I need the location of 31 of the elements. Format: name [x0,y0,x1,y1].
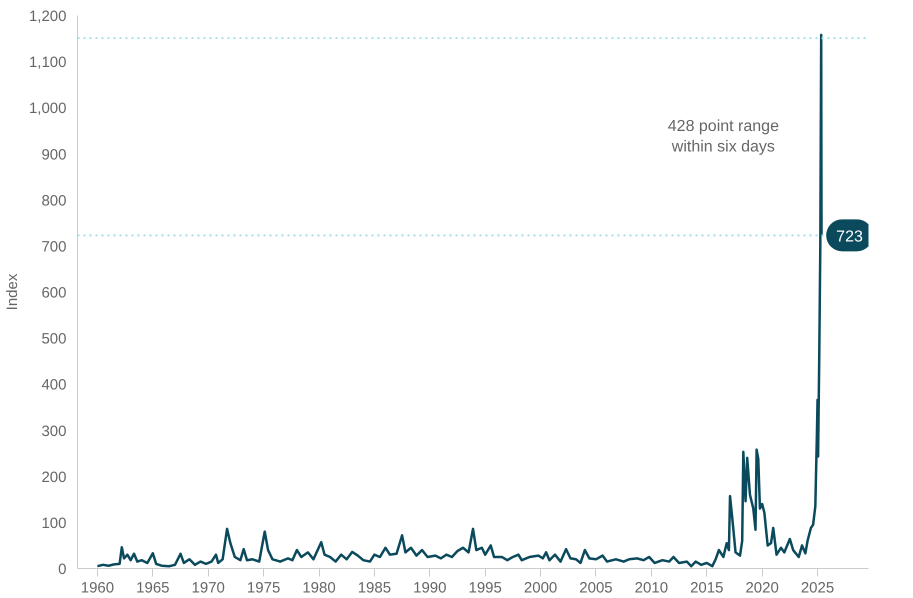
x-tick-label: 1980 [302,580,336,596]
line-series [96,34,823,568]
x-tick-label: 1970 [192,580,225,596]
x-tick-label: 1985 [358,580,392,596]
x-tick-label: 2005 [579,580,613,596]
y-tick-label: 500 [41,330,67,348]
y-axis-title: Index [4,273,21,310]
y-tick-label: 400 [41,376,67,394]
x-tick-label: 2010 [634,580,668,596]
y-tick-label: 300 [41,422,67,440]
y-tick-label: 1,200 [28,8,67,25]
annotation: 723 [836,228,863,246]
x-tick-label: 1995 [468,580,502,596]
y-tick-label: 900 [41,146,67,164]
y-tick-label: 200 [41,468,67,486]
y-tick-label: 100 [41,514,67,532]
x-tick-label: 2025 [800,580,834,596]
y-tick-label: 800 [41,192,67,210]
annotation: 428 point range within six days [668,118,780,156]
x-tick-label: 1990 [413,580,446,596]
y-tick-label: 700 [41,238,67,256]
x-tick-label: 1965 [136,580,170,596]
y-tick-label: 1,100 [28,54,67,72]
y-tick-label: 0 [58,561,66,578]
x-tick-label: 1960 [80,580,114,596]
y-tick-label: 600 [41,284,67,302]
x-tick-label: 2000 [524,580,558,596]
x-tick-label: 2020 [745,580,779,596]
x-tick-label: 2015 [690,580,724,596]
x-tick-label: 1975 [246,580,280,596]
y-tick-label: 1,000 [28,100,67,118]
